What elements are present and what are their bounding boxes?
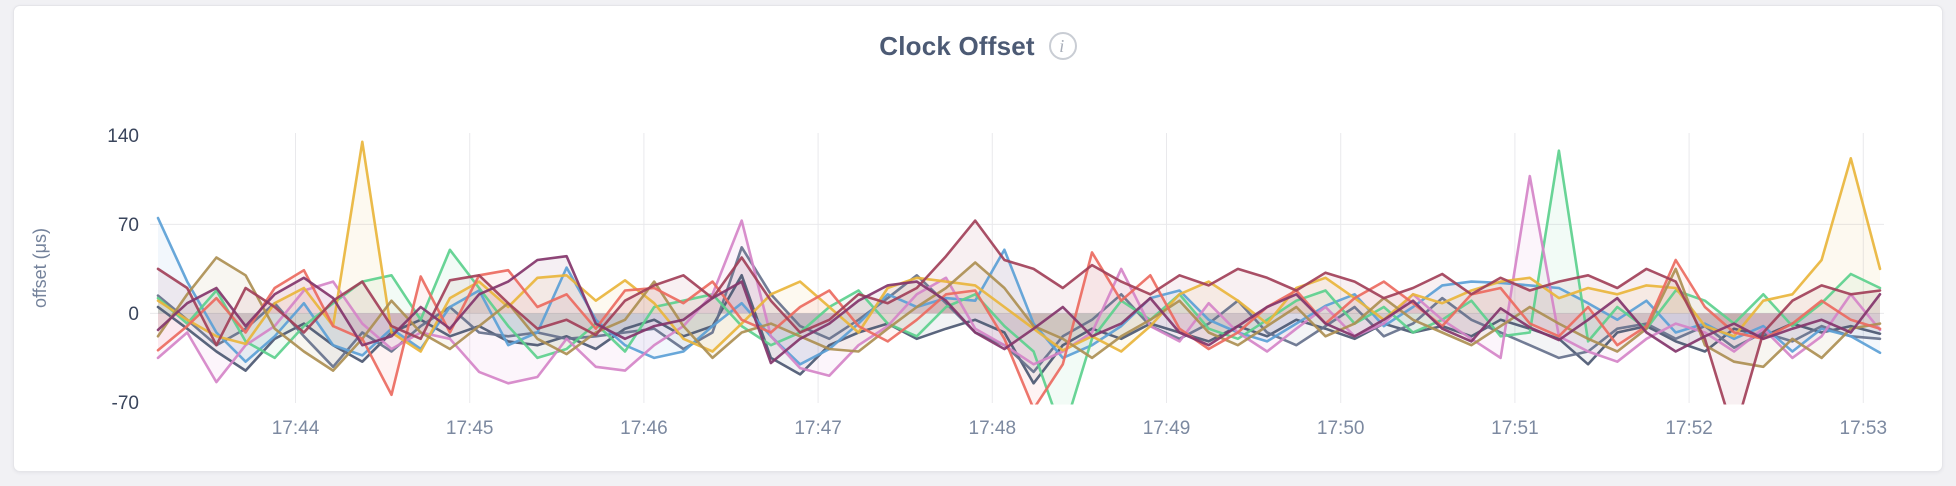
series-area-node-blue bbox=[158, 218, 1880, 365]
x-tick-label: 17:50 bbox=[1317, 418, 1365, 439]
y-tick-label: 140 bbox=[107, 126, 139, 147]
y-tick-label: 70 bbox=[118, 215, 139, 236]
series-line-node-olive bbox=[156, 256, 1882, 372]
y-axis-title: offset (μs) bbox=[30, 228, 50, 308]
info-icon[interactable]: i bbox=[1048, 32, 1077, 60]
y-tick-label: -70 bbox=[112, 393, 139, 414]
x-tick-label: 17:45 bbox=[446, 418, 494, 439]
series-line-node-gold bbox=[156, 140, 1882, 353]
series-area-node-slate bbox=[158, 247, 1880, 372]
y-tick-label: 0 bbox=[128, 304, 139, 325]
series-area-node-darkslate bbox=[158, 275, 1880, 384]
series-line-node-purple bbox=[156, 254, 1882, 365]
series-area-node-maroon bbox=[158, 220, 1880, 405]
x-tick-label: 17:53 bbox=[1840, 418, 1888, 439]
series-line-node-blue bbox=[156, 216, 1882, 366]
series-line-node-pink bbox=[156, 174, 1882, 385]
series-area-node-red bbox=[158, 252, 1880, 405]
x-tick-label: 17:51 bbox=[1491, 418, 1539, 439]
y-axis-tick-labels: 140 70 0 -70 bbox=[107, 126, 139, 414]
series-lines bbox=[156, 140, 1882, 405]
series-area-node-gold bbox=[158, 141, 1880, 352]
x-tick-label: 17:46 bbox=[620, 418, 668, 439]
x-tick-label: 17:48 bbox=[969, 418, 1017, 439]
x-tick-label: 17:44 bbox=[272, 418, 320, 439]
x-axis-tick-labels: 17:44 17:45 17:46 17:47 17:48 17:49 17:50 17:51… bbox=[272, 418, 1887, 439]
x-tick-label: 17:52 bbox=[1665, 418, 1713, 439]
x-tick-label: 17:49 bbox=[1143, 418, 1191, 439]
series-area-node-purple bbox=[158, 256, 1880, 363]
series-line-node-slate bbox=[156, 246, 1882, 374]
series-line-node-red bbox=[156, 251, 1882, 405]
x-tick-label: 17:47 bbox=[794, 418, 842, 439]
clock-offset-panel bbox=[13, 5, 1943, 472]
series-line-node-maroon bbox=[156, 219, 1882, 405]
series-area-node-olive bbox=[158, 257, 1880, 371]
